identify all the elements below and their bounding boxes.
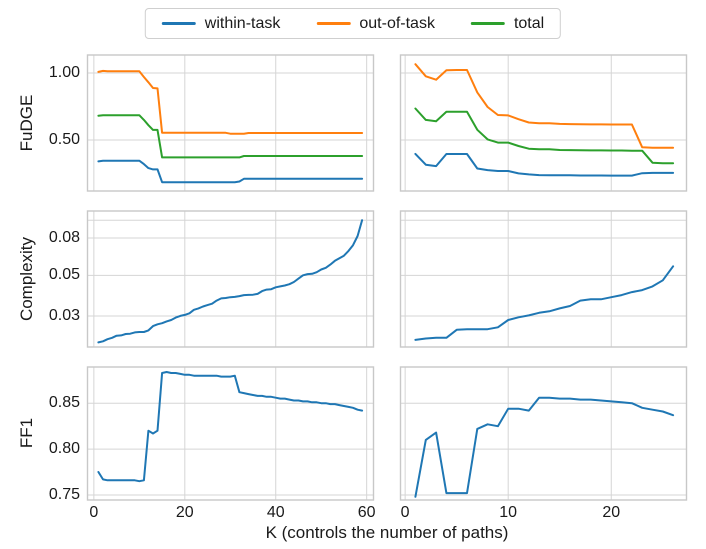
series-line-out-of-task [97, 69, 364, 135]
plot-frame [86, 366, 375, 501]
y-tick-label: 0.75 [48, 485, 80, 503]
x-tick-label: 0 [400, 504, 410, 521]
x-axis-label: K (controls the number of paths) [265, 523, 509, 542]
series-line-within-task [414, 396, 675, 498]
legend-label: within-task [204, 14, 281, 32]
series-line-total [414, 107, 675, 165]
x-tick-label: 20 [175, 504, 194, 521]
legend-label: out-of-task [359, 14, 435, 32]
x-tick-label: 20 [602, 504, 621, 521]
series-line-within-task [414, 265, 675, 341]
legend-item-within-task: within-task [161, 14, 281, 32]
series-line-within-task [97, 371, 364, 483]
series-line-within-task [97, 219, 364, 344]
x-tick-label: 10 [499, 504, 518, 521]
legend: within-task out-of-task total [144, 8, 562, 39]
series-line-within-task [414, 152, 675, 177]
y-tick-label: 1.00 [48, 63, 80, 81]
plot-frame [399, 210, 688, 348]
legend-label: total [513, 14, 545, 32]
y-tick-label: 0.50 [48, 130, 80, 148]
y-tick-label: 0.08 [48, 228, 80, 246]
line-swatch-icon [316, 22, 351, 25]
plot-frame [86, 210, 375, 348]
y-tick-label: 0.03 [48, 306, 80, 324]
y-tick-label: 0.80 [48, 440, 80, 458]
plot-frame [399, 54, 688, 192]
series-line-out-of-task [414, 63, 675, 149]
line-swatch-icon [161, 22, 196, 25]
series-line-total [97, 114, 364, 159]
y-tick-label: 0.05 [48, 266, 80, 284]
x-tick-label: 40 [266, 504, 285, 521]
y-tick-label: 0.85 [48, 394, 80, 412]
series-line-within-task [97, 159, 364, 184]
x-tick-label: 60 [357, 504, 376, 521]
line-swatch-icon [470, 22, 505, 25]
legend-item-total: total [470, 14, 545, 32]
x-tick-label: 0 [89, 504, 99, 521]
plot-frame [86, 54, 375, 192]
plot-frame [399, 366, 688, 501]
legend-item-out-of-task: out-of-task [316, 14, 435, 32]
